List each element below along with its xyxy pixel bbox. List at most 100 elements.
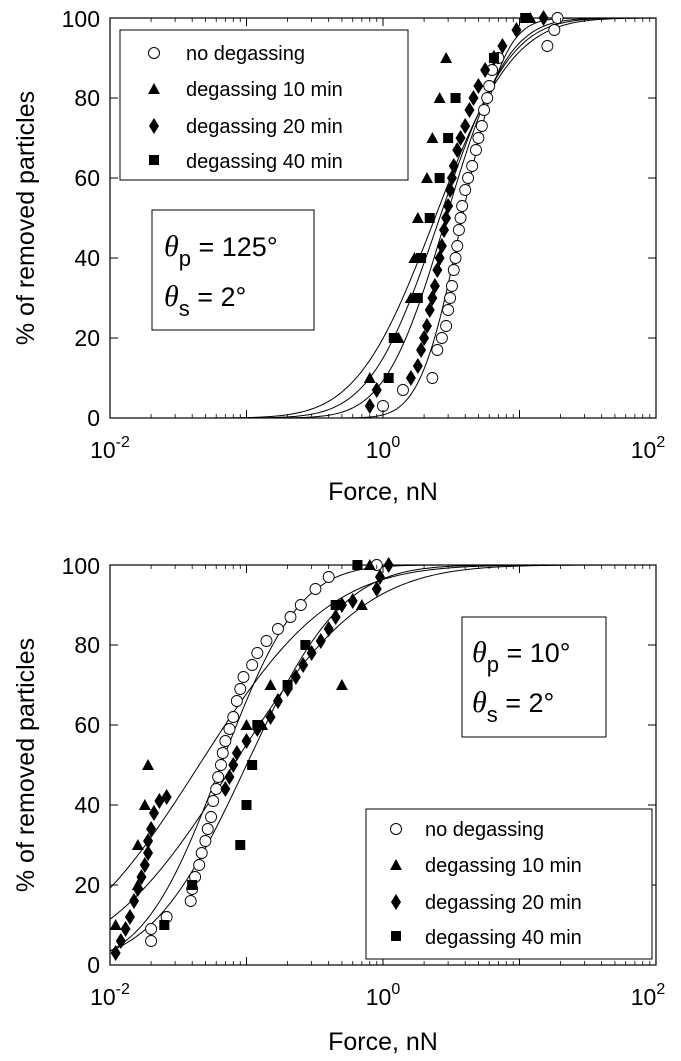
legend-label: no degassing: [425, 819, 544, 841]
diamond-marker: [443, 198, 454, 214]
diamond-marker: [468, 90, 479, 106]
square-marker: [187, 880, 198, 890]
y-tick-label: 60: [74, 712, 100, 738]
diamond-marker: [432, 262, 443, 278]
diamond-marker: [436, 238, 447, 254]
circle-marker: [478, 104, 491, 116]
diamond-marker: [497, 38, 508, 54]
circle-marker: [193, 859, 206, 871]
diamond-marker: [460, 118, 471, 134]
legend-label: degassing 20 min: [425, 892, 582, 914]
tick-marks: [109, 564, 657, 966]
y-tick-label: 80: [74, 632, 100, 658]
theta-p-text: θp = 10°: [472, 636, 571, 677]
legend-label: degassing 20 min: [186, 116, 343, 138]
diamond-marker: [445, 182, 456, 198]
circle-marker: [272, 623, 284, 635]
diamond-marker: [427, 290, 438, 306]
y-tick-label: 0: [87, 952, 100, 978]
diamond-marker: [231, 745, 242, 761]
circle-marker: [444, 292, 457, 304]
diamond-marker: [480, 62, 491, 78]
annotation-box: [151, 209, 315, 331]
diamond-marker: [290, 669, 301, 685]
circle-marker: [205, 811, 218, 823]
legend-label: degassing 10 min: [186, 79, 343, 101]
diamond-marker: [272, 693, 283, 709]
legend: no degassing degassing 10 min degassing …: [119, 29, 409, 181]
legend-label: no degassing: [186, 43, 305, 65]
legend-label: degassing 10 min: [425, 855, 582, 877]
fit-curve: [110, 17, 657, 419]
diamond-marker: [441, 210, 452, 226]
legend-box: [119, 29, 409, 181]
triangle-marker: [420, 172, 433, 183]
y-tick-label: 100: [62, 553, 100, 579]
legend-entry: degassing 10 min: [148, 79, 343, 101]
diamond-marker: [323, 621, 334, 637]
diamond-marker: [416, 342, 427, 358]
diamond-marker: [371, 581, 382, 597]
circle-marker: [466, 160, 479, 172]
circle-marker: [212, 771, 225, 783]
diamond-marker: [374, 569, 385, 585]
diamond-marker: [115, 933, 126, 949]
diamond-marker: [120, 921, 131, 937]
diamond-marker: [124, 909, 135, 925]
y-axis-label: % of removed particles: [12, 91, 40, 345]
triangle-marker: [363, 559, 376, 570]
diamond-marker: [473, 78, 484, 94]
circle-marker: [210, 783, 223, 795]
square-marker: [412, 293, 423, 303]
angle-annotation: θp = 125° θs = 2°: [151, 209, 315, 331]
triangle-marker: [363, 372, 376, 383]
diamond-marker: [330, 609, 341, 625]
diamond-marker: [371, 382, 382, 398]
circle-marker: [481, 92, 494, 104]
diamond-marker: [452, 142, 463, 158]
legend-entry: no degassing: [390, 819, 544, 841]
square-marker-icon: [149, 155, 159, 165]
circle-marker: [216, 747, 229, 759]
diamond-marker: [143, 833, 154, 849]
diamond-marker: [429, 278, 440, 294]
square-marker: [434, 173, 445, 183]
legend-entry: no degassing: [148, 43, 305, 65]
square-marker: [424, 213, 435, 223]
triangle-marker: [109, 919, 122, 930]
legend-entry: degassing 20 min: [149, 116, 343, 138]
triangle-marker: [142, 759, 155, 770]
diamond-marker: [538, 10, 549, 26]
x-axis-label: Force, nN: [328, 1028, 438, 1056]
diamond-marker: [143, 845, 154, 861]
y-tick-label: 0: [87, 405, 100, 431]
circle-marker: [472, 132, 485, 144]
circle-marker: [454, 212, 467, 224]
triangle-marker: [426, 132, 439, 143]
diamond-marker: [132, 881, 143, 897]
circle-marker: [475, 120, 488, 132]
square-marker: [252, 720, 263, 730]
circle-marker: [251, 647, 264, 659]
square-marker: [488, 53, 499, 63]
square-marker: [282, 680, 293, 690]
diamond-marker-icon: [149, 118, 159, 134]
circle-marker: [199, 835, 212, 847]
x-tick-label: 100: [366, 981, 401, 1010]
legend-label: degassing 40 min: [425, 927, 582, 949]
x-axis-label: Force, nN: [328, 478, 438, 506]
diamond-marker: [148, 805, 159, 821]
circle-marker: [449, 252, 462, 264]
square-marker: [247, 760, 258, 770]
diamond-marker: [129, 893, 140, 909]
diamond-marker: [405, 370, 416, 386]
square-marker: [383, 373, 394, 383]
circle-marker: [227, 711, 240, 723]
square-marker: [330, 600, 341, 610]
circle-marker: [442, 304, 455, 316]
diamond-marker: [136, 869, 147, 885]
data-points: [109, 557, 394, 961]
theta-s-text: θs = 2°: [164, 280, 246, 321]
legend-box: [365, 808, 653, 960]
